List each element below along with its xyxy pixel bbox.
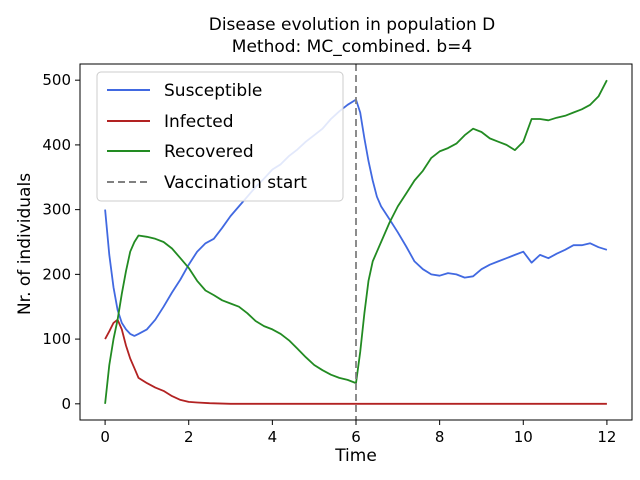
- series-layer: [104, 79, 608, 405]
- legend-label-infected: Infected: [164, 112, 234, 132]
- plot-area: [79, 63, 633, 421]
- y-axis-label: Nr. of individuals: [15, 173, 35, 315]
- x-tick-label: 12: [597, 428, 616, 446]
- x-tick-label: 8: [435, 428, 445, 446]
- y-tick-label: 200: [42, 265, 71, 283]
- y-tick-label: 100: [42, 330, 71, 348]
- legend-label-recovered: Recovered: [164, 142, 254, 162]
- series-line-recovered: [104, 79, 608, 404]
- y-tick-label: 500: [42, 71, 71, 89]
- chart-title: Disease evolution in population D: [209, 15, 496, 35]
- legend: Susceptible Infected Recovered Vaccinati…: [96, 71, 344, 202]
- x-tick-label: 4: [268, 428, 278, 446]
- x-tick-label: 10: [514, 428, 533, 446]
- y-axis-ticks: 0 100 200 300 400 500: [42, 71, 80, 413]
- series-line-susceptible: [104, 98, 608, 337]
- chart-subtitle: Method: MC_combined. b=4: [232, 37, 472, 57]
- y-tick-label: 300: [42, 201, 71, 219]
- legend-box: [96, 71, 344, 202]
- y-tick-label: 0: [61, 395, 71, 413]
- x-tick-label: 6: [351, 428, 361, 446]
- x-axis-ticks: 0 2 4 6 8 10 12: [100, 420, 616, 446]
- x-tick-label: 2: [184, 428, 194, 446]
- x-tick-label: 0: [100, 428, 110, 446]
- legend-label-susceptible: Susceptible: [164, 81, 262, 101]
- legend-label-vaccination-start: Vaccination start: [164, 173, 307, 193]
- y-tick-label: 400: [42, 136, 71, 154]
- x-axis-label: Time: [334, 446, 377, 466]
- series-line-infected: [104, 318, 607, 405]
